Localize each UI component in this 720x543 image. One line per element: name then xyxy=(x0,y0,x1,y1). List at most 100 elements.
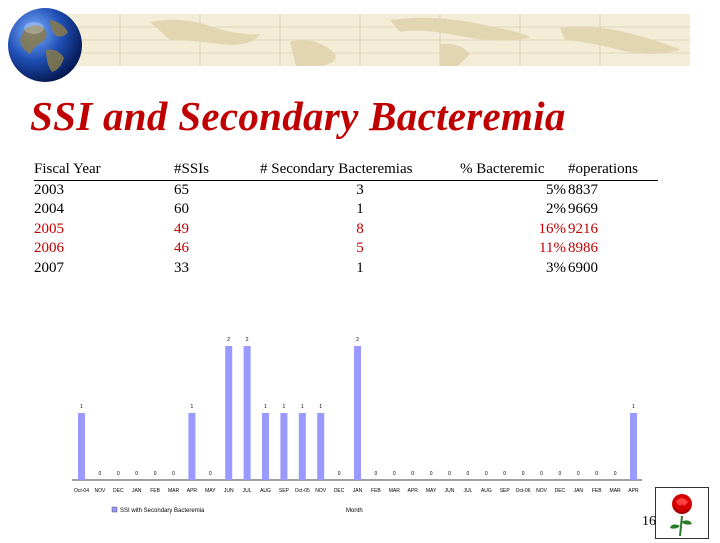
cell-ssis: 60 xyxy=(174,201,189,218)
tick-label: APR xyxy=(628,488,639,494)
tick-label: Oct-06 xyxy=(516,488,531,494)
tick-label: FEB xyxy=(150,488,160,494)
bar xyxy=(243,346,251,480)
header-operations: #operations xyxy=(568,160,658,181)
data-label: 0 xyxy=(99,471,102,477)
bar xyxy=(354,346,361,480)
data-label: 0 xyxy=(117,471,120,477)
data-label: 0 xyxy=(577,471,580,477)
cell-percent-bacteremic: 16% xyxy=(538,220,567,237)
cell-secondary-bacteremias: 3 xyxy=(356,181,364,198)
tick-label: MAY xyxy=(426,488,437,494)
tick-label: MAR xyxy=(168,488,180,494)
tick-label: NOV xyxy=(315,488,327,494)
tick-label: DEC xyxy=(555,488,566,494)
data-label: 0 xyxy=(411,471,414,477)
data-label: 1 xyxy=(319,404,322,410)
tick-label: JUL xyxy=(463,488,472,494)
slide-title: SSI and Secondary Bacteremia xyxy=(30,93,566,139)
x-axis-title: Month xyxy=(346,508,363,514)
cell-ssis: 33 xyxy=(174,259,189,276)
header-fiscal-year: Fiscal Year xyxy=(34,160,174,181)
data-label: 1 xyxy=(191,404,194,410)
cell-operations: 8986 xyxy=(568,240,598,257)
bar xyxy=(630,413,637,480)
data-label: 1 xyxy=(80,404,83,410)
data-label: 2 xyxy=(227,337,230,343)
data-label: 0 xyxy=(485,471,488,477)
header-ssis: #SSIs xyxy=(174,160,260,181)
data-label: 0 xyxy=(540,471,543,477)
cell-percent-bacteremic: 3% xyxy=(546,259,566,276)
data-label: 2 xyxy=(356,337,359,343)
data-label: 0 xyxy=(135,471,138,477)
cell-fiscal-year: 2007 xyxy=(34,259,64,276)
cell-secondary-bacteremias: 8 xyxy=(356,220,364,237)
bar xyxy=(262,413,269,480)
cell-percent-bacteremic: 5% xyxy=(546,181,566,198)
tick-label: Oct-04 xyxy=(74,488,89,494)
cell-secondary-bacteremias: 1 xyxy=(356,259,364,276)
tick-label: MAY xyxy=(205,488,216,494)
cell-fiscal-year: 2005 xyxy=(34,220,64,237)
tick-label: JUN xyxy=(224,488,234,494)
tick-label: FEB xyxy=(592,488,602,494)
tick-label: JAN xyxy=(574,488,584,494)
data-label: 0 xyxy=(393,471,396,477)
data-label: 1 xyxy=(283,404,286,410)
bar xyxy=(280,413,288,480)
cell-secondary-bacteremias: 1 xyxy=(356,201,364,218)
cell-ssis: 49 xyxy=(174,220,189,237)
data-label: 0 xyxy=(338,471,341,477)
bar xyxy=(225,346,233,480)
table-row: 2005 49 8 16% 9216 xyxy=(34,220,658,240)
bacteremia-table: Fiscal Year #SSIs # Secondary Bacteremia… xyxy=(34,160,658,278)
tick-label: NOV xyxy=(536,488,548,494)
data-label: 0 xyxy=(172,471,175,477)
data-label: 0 xyxy=(448,471,451,477)
tick-label: MAR xyxy=(389,488,401,494)
data-label: 0 xyxy=(559,471,562,477)
data-label: 0 xyxy=(467,471,470,477)
cell-fiscal-year: 2006 xyxy=(34,240,64,257)
cell-operations: 6900 xyxy=(568,259,598,276)
page-number: 16 xyxy=(642,514,656,529)
tick-label: DEC xyxy=(334,488,345,494)
cell-percent-bacteremic: 2% xyxy=(546,201,566,218)
data-label: 0 xyxy=(154,471,157,477)
data-label: 0 xyxy=(614,471,617,477)
tick-label: FEB xyxy=(371,488,381,494)
data-label: 0 xyxy=(430,471,433,477)
bar xyxy=(298,413,306,480)
data-label: 1 xyxy=(264,404,267,410)
cell-ssis: 65 xyxy=(174,181,189,198)
tick-label: DEC xyxy=(113,488,124,494)
cell-operations: 8837 xyxy=(568,181,598,198)
tick-label: JUL xyxy=(243,488,252,494)
map-banner xyxy=(60,14,690,66)
header-secondary-bacteremias: # Secondary Bacteremias xyxy=(260,160,460,181)
bar xyxy=(317,413,325,480)
tick-label: SEP xyxy=(279,488,290,494)
tick-label: AUG xyxy=(260,488,271,494)
tick-label: SEP xyxy=(500,488,511,494)
data-label: 0 xyxy=(503,471,506,477)
tick-label: APR xyxy=(187,488,198,494)
data-label: 2 xyxy=(246,337,249,343)
table-row: 2006 46 5 11% 8986 xyxy=(34,239,658,259)
cell-secondary-bacteremias: 5 xyxy=(356,240,364,257)
data-label: 0 xyxy=(375,471,378,477)
cell-ssis: 46 xyxy=(174,240,189,257)
bar xyxy=(188,413,196,480)
globe-icon xyxy=(6,6,84,84)
rose-logo xyxy=(655,487,709,539)
cell-operations: 9669 xyxy=(568,201,598,218)
table-header-row: Fiscal Year #SSIs # Secondary Bacteremia… xyxy=(34,160,658,181)
data-label: 0 xyxy=(595,471,598,477)
cell-percent-bacteremic: 11% xyxy=(539,240,566,257)
legend-swatch xyxy=(111,506,118,513)
bar xyxy=(78,413,85,480)
data-label: 1 xyxy=(301,404,304,410)
tick-label: Oct-05 xyxy=(295,488,310,494)
tick-label: JAN xyxy=(132,488,142,494)
